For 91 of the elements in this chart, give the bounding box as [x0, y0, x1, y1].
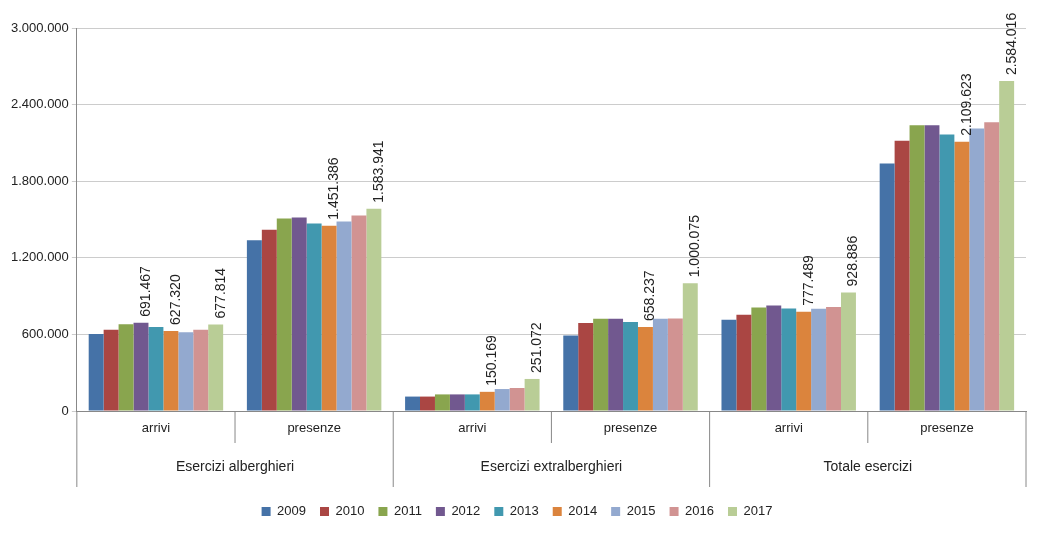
bar: [163, 330, 179, 411]
bar: [449, 394, 465, 411]
data-label: 150.169: [483, 335, 500, 386]
bar: [924, 125, 940, 411]
bar: [954, 141, 970, 411]
y-tick-label: 3.000.000: [10, 19, 69, 35]
y-tick-label: 1.200.000: [10, 249, 69, 265]
data-label: 2.584.016: [1002, 12, 1019, 76]
data-label: 627.320: [166, 274, 183, 325]
bar: [984, 122, 1000, 411]
bar: [563, 335, 579, 411]
data-label: 251.072: [527, 322, 544, 373]
bar: [306, 223, 322, 411]
bar: [246, 240, 262, 411]
bar: [321, 225, 337, 411]
legend-label: 2013: [509, 503, 539, 519]
data-label: 1.451.386: [324, 157, 341, 220]
bar: [276, 218, 292, 411]
legend-label: 2009: [277, 503, 307, 519]
legend-label: 2017: [743, 503, 773, 519]
y-tick-label: 2.400.000: [10, 96, 69, 112]
data-label: 1.583.941: [369, 140, 386, 203]
bar: [479, 391, 495, 411]
bar: [405, 396, 421, 411]
bar: [721, 319, 737, 411]
bar: [796, 311, 812, 411]
x-tick-label: arrivi: [458, 420, 487, 436]
bar: [736, 314, 752, 411]
bar: [509, 388, 525, 411]
text: Totale esercizi: [823, 457, 913, 474]
x-tick-label: presenze: [603, 420, 658, 436]
bar: [494, 389, 510, 411]
bar: [336, 221, 352, 411]
bar: [118, 324, 134, 411]
bar: [193, 329, 209, 411]
bar: [682, 283, 698, 411]
legend-label: 2015: [626, 503, 656, 519]
legend-label: 2011: [393, 503, 422, 519]
x-tick-label: presenze: [287, 420, 341, 436]
bar: [909, 125, 925, 411]
y-tick-label: 600.000: [21, 325, 69, 341]
bar: [366, 208, 382, 411]
bar: [939, 134, 955, 411]
bar: [826, 306, 841, 411]
bar: [578, 323, 594, 411]
legend-label: 2014: [568, 503, 598, 519]
bar: [652, 318, 668, 411]
bar: [291, 217, 307, 411]
bar: [811, 308, 827, 411]
bar: [351, 215, 367, 411]
data-label: 777.489: [799, 254, 816, 306]
bar: [608, 318, 624, 411]
data-label: 691.467: [136, 265, 153, 317]
x-tick-label: arrivi: [141, 420, 171, 436]
x-tick-label: presenze: [920, 420, 974, 436]
bar: [841, 292, 856, 411]
legend-label: 2012: [451, 503, 481, 519]
bar: [766, 305, 782, 411]
bar: [969, 128, 985, 411]
data-label: 2.109.623: [957, 73, 974, 136]
data-label: 677.814: [211, 267, 228, 319]
bar: [148, 327, 164, 411]
bar: [178, 332, 194, 411]
legend-label: 2016: [685, 503, 714, 519]
legend-label: 2010: [335, 503, 365, 519]
bar: [751, 307, 767, 411]
x-tick-label: arrivi: [774, 420, 803, 436]
bar: [781, 308, 797, 411]
data-label: 658.237: [641, 270, 658, 321]
bar: [623, 322, 638, 411]
bar: [434, 394, 450, 411]
text: Esercizi extralberghieri: [480, 457, 623, 474]
bar: [593, 318, 609, 411]
y-tick-label: 1.800.000: [10, 172, 69, 188]
bar: [420, 396, 435, 411]
bar: [879, 163, 895, 411]
text: Esercizi alberghieri: [175, 457, 295, 474]
bar: [103, 329, 119, 411]
bar: [637, 326, 653, 411]
bar: [88, 333, 104, 411]
bar: [133, 322, 149, 411]
bar: [894, 140, 910, 411]
bar: [464, 394, 480, 411]
bar: [667, 318, 683, 411]
bar: [261, 229, 277, 411]
bar: [524, 378, 540, 411]
bar: [208, 324, 224, 411]
bar: [999, 81, 1015, 411]
data-label: 1.000.075: [686, 214, 703, 278]
y-tick-label: 0: [61, 402, 69, 418]
data-label: 928.886: [844, 235, 861, 287]
